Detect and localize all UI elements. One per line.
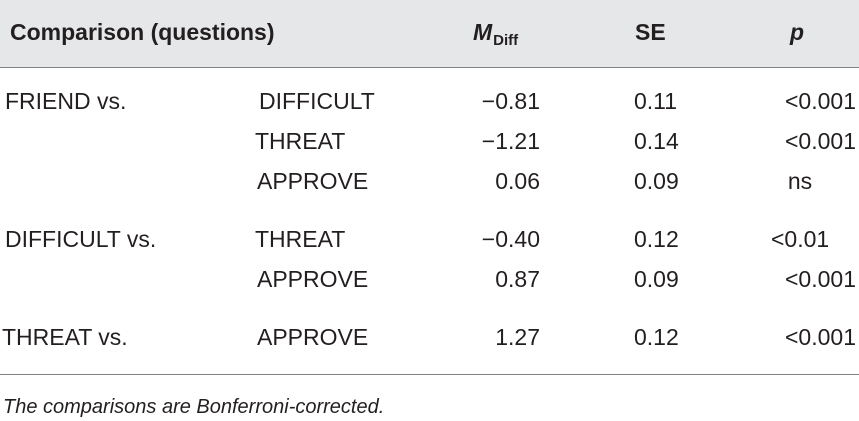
row-p: ns [787, 168, 813, 194]
header-mdiff: MDiff [473, 19, 518, 49]
row-mdiff: −0.40 [481, 226, 540, 252]
row-p: <0.01 [771, 226, 830, 252]
table-bottom-rule [0, 374, 859, 375]
row-p: <0.001 [785, 266, 856, 292]
header-p: p [790, 19, 805, 45]
row-mdiff: 0.06 [495, 168, 540, 194]
row-mdiff: −0.81 [481, 88, 540, 114]
row-se: 0.14 [634, 128, 679, 154]
row-p: <0.001 [785, 324, 856, 350]
row-question: APPROVE [257, 168, 369, 194]
row-p: <0.001 [785, 88, 856, 114]
header-mdiff-sub: Diff [493, 32, 519, 49]
row-se: 0.09 [634, 266, 679, 292]
header-comparison: Comparison (questions) [10, 19, 275, 45]
row-se: 0.09 [634, 168, 679, 194]
row-group-label: FRIEND vs. [5, 88, 127, 114]
row-question: APPROVE [257, 266, 369, 292]
header-mdiff-main: M [473, 19, 493, 45]
table-top-rule [0, 67, 859, 68]
row-mdiff: 1.27 [495, 324, 540, 350]
row-question: DIFFICULT [259, 88, 375, 114]
table-footnote: The comparisons are Bonferroni-corrected… [3, 396, 385, 418]
row-group-label: DIFFICULT vs. [5, 226, 157, 252]
row-se: 0.12 [634, 226, 679, 252]
row-question: THREAT [255, 128, 346, 154]
table-header-band [0, 0, 859, 67]
row-mdiff: −1.21 [481, 128, 540, 154]
row-question: THREAT [255, 226, 346, 252]
row-se: 0.11 [634, 88, 678, 114]
row-p: <0.001 [785, 128, 856, 154]
header-se: SE [635, 19, 666, 45]
row-se: 0.12 [634, 324, 679, 350]
row-mdiff: 0.87 [495, 266, 540, 292]
row-group-label: THREAT vs. [2, 324, 128, 350]
row-question: APPROVE [257, 324, 369, 350]
